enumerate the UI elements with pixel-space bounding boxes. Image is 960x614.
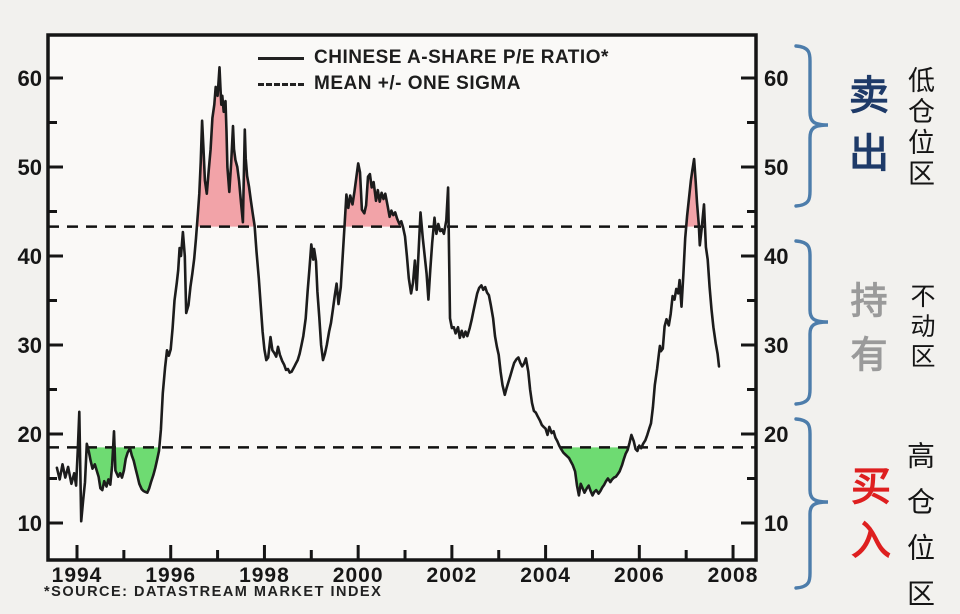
y-axis-label-right: 20 [764,422,788,447]
above-band-fill [194,67,708,227]
x-axis-label: 2000 [333,564,384,587]
x-axis-label: 1996 [145,564,196,587]
x-axis-label: 1994 [52,564,103,587]
x-axis-label: 2004 [520,564,571,587]
y-axis-label-left: 10 [18,511,42,536]
x-axis-label: 2008 [708,564,759,587]
legend-entry-sigma: MEAN +/- ONE SIGMA [258,73,521,94]
buy-zone-brace [794,417,829,590]
y-axis-label-right: 60 [764,66,788,91]
buy-action-label: 买入 [845,465,889,573]
high-position-zone-label: 高仓位区 [904,441,935,614]
legend-label: CHINESE A-SHARE P/E RATIO* [314,47,609,68]
hold-zone-brace [794,239,829,406]
x-axis-label: 2006 [614,564,665,587]
y-axis-label-right: 50 [764,155,788,180]
y-axis-label-right: 40 [764,244,788,269]
axis-ticks [49,76,755,559]
x-axis-label: 2002 [427,564,478,587]
solid-line-sample [258,56,304,60]
dashed-line-sample [258,82,304,86]
legend-entry-pe-line: CHINESE A-SHARE P/E RATIO* [258,47,609,68]
y-axis-label-left: 20 [18,422,42,447]
y-axis-label-left: 60 [18,66,42,91]
legend-label: MEAN +/- ONE SIGMA [314,73,521,94]
y-axis-label-left: 40 [18,244,42,269]
low-position-zone-label: 低仓位区 [904,66,934,190]
source-note: *SOURCE: DATASTREAM MARKET INDEX [44,584,383,600]
x-axis-label: 1998 [239,564,290,587]
y-axis-label-right: 10 [764,511,788,536]
y-axis-label-left: 50 [18,155,42,180]
y-axis-label-left: 30 [18,333,42,358]
sell-action-label: 卖出 [843,74,887,190]
pe-ratio-line [55,66,721,523]
no-action-zone-label: 不动区 [907,283,935,373]
y-axis-label-right: 30 [764,333,788,358]
sell-zone-brace [794,44,829,208]
axis-tick-labels: 10 10 20 20 30 30 40 40 50 50 60 60 1994 1996 1998 2000… [18,66,789,587]
hold-action-label: 持有 [845,281,886,389]
zone-braces [794,44,829,590]
plot-area [48,35,756,560]
axis-frame [46,33,758,562]
